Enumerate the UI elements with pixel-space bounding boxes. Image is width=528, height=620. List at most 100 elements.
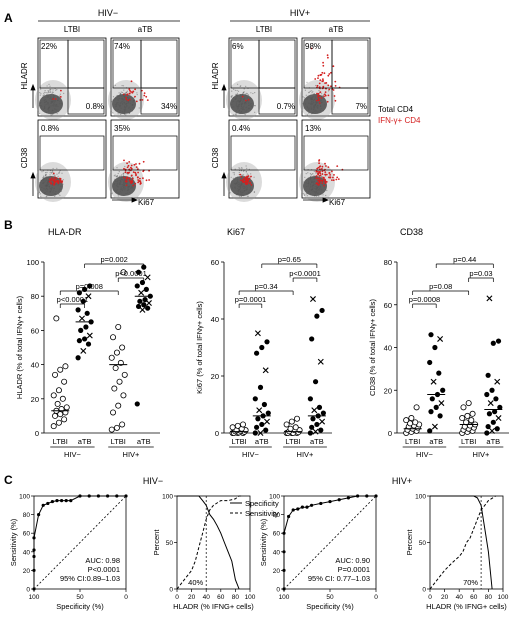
event-dot (319, 109, 321, 111)
event-dot (302, 96, 304, 98)
event-dot (240, 85, 242, 87)
ifng-event-dot (318, 86, 321, 88)
roc-point (319, 501, 323, 506)
y-tick-label: 20 (384, 386, 392, 395)
event-dot (246, 173, 248, 175)
event-dot (43, 92, 45, 94)
plot-title: Ki67 (227, 227, 245, 237)
event-dot (313, 108, 315, 110)
data-point (254, 330, 261, 337)
data-point (112, 365, 119, 372)
data-point (427, 428, 433, 434)
event-dot (315, 111, 317, 113)
ifng-event-dot (319, 172, 322, 175)
ifng-event-dot (336, 165, 339, 168)
ifng-event-dot (250, 175, 252, 178)
plot-title: CD38 (400, 227, 423, 237)
ifng-event-dot (60, 89, 62, 92)
ifng-event-dot (317, 92, 320, 95)
event-dot (46, 103, 48, 105)
event-dot (117, 180, 119, 182)
event-dot (319, 185, 321, 187)
event-dot (238, 105, 240, 108)
ifng-event-dot (322, 80, 325, 82)
event-dot (233, 172, 236, 174)
event-dot (119, 106, 121, 108)
event-dot (245, 189, 247, 191)
x-tick-label: 50 (76, 594, 84, 601)
event-dot (132, 107, 134, 109)
event-dot (59, 95, 61, 97)
event-dot (114, 109, 116, 111)
data-point (110, 334, 117, 341)
ifng-event-dot (333, 95, 336, 97)
data-point (486, 411, 493, 417)
event-dot (44, 107, 46, 109)
event-dot (48, 185, 51, 187)
group-label: HIV− (64, 450, 82, 459)
event-dot (53, 187, 55, 189)
event-dot (40, 88, 42, 90)
event-dot (306, 185, 308, 188)
event-dot (129, 108, 131, 110)
event-dot (124, 165, 126, 168)
event-dot (320, 99, 322, 101)
event-dot (311, 179, 313, 181)
event-dot (237, 107, 239, 109)
event-dot (117, 99, 119, 102)
event-dot (317, 186, 320, 188)
roc-point (32, 536, 36, 540)
event-dot (120, 186, 122, 188)
event-dot (124, 95, 127, 97)
event-dot (245, 165, 247, 167)
event-dot (127, 187, 129, 189)
data-point (408, 415, 415, 422)
event-dot (131, 110, 133, 112)
data-point (85, 341, 92, 347)
category-label: aTB (310, 437, 324, 446)
ifng-event-dot (325, 173, 328, 176)
ifng-event-dot (333, 174, 335, 176)
gate-pct-3: 0.4% (232, 124, 250, 133)
event-dot (44, 192, 47, 194)
ifng-event-dot (127, 99, 129, 102)
event-dot (249, 192, 251, 194)
event-dot (311, 99, 314, 101)
data-point (145, 305, 151, 311)
roc-point (365, 494, 369, 498)
ifng-event-dot (326, 100, 329, 103)
data-point (490, 340, 496, 346)
roc-point (106, 494, 110, 498)
event-dot (237, 194, 239, 196)
event-dot (115, 106, 117, 108)
ifng-event-dot (323, 184, 325, 187)
event-dot (319, 105, 322, 107)
quad-ul-2: 74% (114, 42, 130, 51)
event-dot (48, 91, 50, 93)
event-dot (237, 188, 239, 190)
event-dot (123, 178, 125, 180)
event-dot (304, 194, 306, 196)
event-dot (229, 192, 231, 194)
y-tick-label: 0 (26, 587, 30, 594)
event-dot (321, 93, 323, 95)
ifng-event-dot (319, 174, 322, 177)
event-dot (308, 112, 310, 114)
event-dot (242, 106, 244, 109)
event-dot (239, 112, 241, 115)
category-label: aTB (137, 437, 151, 446)
event-dot (241, 182, 243, 184)
event-dot (116, 109, 118, 111)
quad-ul-3: 6% (232, 42, 244, 51)
data-point (264, 418, 270, 425)
ifng-event-dot (319, 91, 322, 93)
y-tick-label: 40 (23, 549, 31, 556)
gate-pct-4: 13% (305, 124, 321, 133)
event-dot (122, 103, 124, 105)
event-dot (245, 85, 247, 87)
event-dot (238, 171, 240, 174)
y-tick-label: 100 (269, 494, 280, 501)
event-dot (129, 100, 131, 102)
event-dot (316, 187, 318, 189)
event-dot (312, 181, 314, 184)
